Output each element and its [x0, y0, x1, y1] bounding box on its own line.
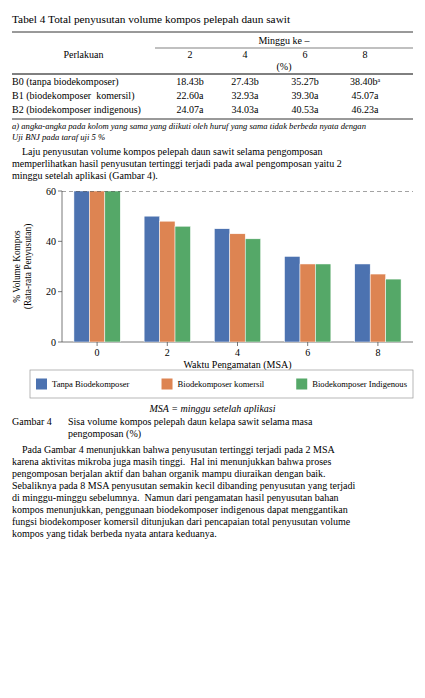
x-tick-label: 4 — [235, 347, 240, 358]
x-tick-label: 2 — [165, 347, 170, 358]
x-tick — [97, 342, 98, 346]
table-header: Perlakuan — [64, 49, 104, 60]
bar — [105, 191, 120, 342]
table-header: 4 — [243, 49, 248, 60]
table-cell: 32.93a — [232, 90, 260, 101]
table-rule — [155, 48, 413, 49]
table-cell: 38.40bᵃ — [350, 76, 381, 87]
table-header: 6 — [303, 49, 308, 60]
y-tick — [58, 291, 62, 292]
x-tick — [377, 342, 378, 346]
bar — [230, 234, 245, 342]
bar — [355, 264, 370, 342]
legend-label: Tanpa Biodekomposer — [52, 379, 130, 389]
table-cell: 22.60a — [177, 90, 205, 101]
figure-caption: Sisa volume kompos pelepah daun kelapa s… — [68, 416, 313, 427]
paragraph: fungsi biodekomposer komersil ditunjukan… — [12, 516, 351, 527]
table-header: Minggu ke – — [258, 35, 310, 46]
legend-swatch — [162, 379, 173, 390]
paragraph: pengomposan berjalan aktif dan bahan org… — [12, 468, 326, 479]
x-tick-label: 0 — [95, 347, 100, 358]
table-header: 2 — [188, 49, 193, 60]
table-row-label: B2 (biodekomposer indigenous) — [12, 104, 141, 116]
table-footnote: a) angka-angka pada kolom yang sama yang… — [12, 121, 366, 131]
bar — [214, 229, 229, 342]
legend-label: Biodekomposer komersil — [178, 379, 265, 389]
paragraph: Sebaliknya pada 8 MSA penyusutan semakin… — [12, 480, 355, 491]
y-tick — [58, 342, 62, 343]
page: Tabel 4 Total penyusutan volume kompos p… — [0, 0, 425, 698]
paragraph: Pada Gambar 4 menunjukkan bahwa penyusut… — [12, 444, 335, 455]
paragraph: minggu setelah aplikasi (Gambar 4). — [12, 170, 158, 182]
paragraph: memperlihatkan hasil penyusutan tertingg… — [12, 158, 342, 169]
table-cell: 27.43b — [231, 76, 259, 87]
y-tick-label: 60 — [46, 186, 56, 197]
bar — [386, 279, 401, 342]
bar — [315, 264, 330, 342]
axes: 0204060% Volume Kompos(Rata-rata Penyusu… — [12, 186, 413, 372]
table-cell: 40.53a — [292, 104, 320, 115]
table-rule — [12, 74, 413, 75]
bar — [300, 264, 315, 342]
table-row-label: B1 (biodekomposer komersil) — [12, 90, 134, 102]
legend-swatch — [296, 379, 307, 390]
bar — [144, 216, 159, 342]
bar — [245, 239, 260, 342]
paragraph: kompos yang tidak berbeda nyata antara k… — [12, 528, 217, 539]
x-tick-label: 8 — [375, 347, 380, 358]
table-header: 8 — [363, 49, 368, 60]
table-footnote: Uji BNJ pada taraf uji 5 % — [12, 132, 105, 142]
bar — [160, 221, 175, 342]
bar — [285, 256, 300, 342]
reference-line — [62, 191, 413, 192]
x-axis-label: Waktu Pengamatan (MSA) — [183, 359, 291, 371]
y-tick-label: 0 — [51, 337, 56, 348]
table-cell: 24.07a — [177, 104, 205, 115]
y-tick-label: 20 — [46, 286, 56, 297]
table-cell: 45.07a — [352, 90, 380, 101]
bar — [89, 191, 104, 342]
y-axis-label: % Volume Kompos — [12, 230, 22, 303]
bars — [62, 191, 413, 342]
table-header: (%) — [277, 61, 292, 73]
figure-caption: pengomposan (%) — [68, 428, 141, 440]
figure-caption-label: Gambar 4 — [12, 416, 52, 427]
table-cell: 35.27b — [291, 76, 319, 87]
y-axis-label: (Rata-rata Penyusutan) — [23, 224, 34, 309]
table-cell: 34.03a — [232, 104, 260, 115]
caption-msa: MSA = minggu setelah aplikasi — [149, 403, 276, 414]
bar — [74, 191, 89, 342]
paragraph: karena aktivitas mikroba juga masih ting… — [12, 456, 331, 467]
y-tick — [58, 191, 62, 192]
paragraph: di minggu-minggu sebelumnya. Namun dari … — [12, 492, 339, 503]
x-tick-label: 6 — [305, 347, 310, 358]
bar — [175, 226, 190, 342]
table-row-label: B0 (tanpa biodekomposer) — [12, 76, 119, 88]
table-cell: 39.30a — [292, 90, 320, 101]
table-cell: 46.23a — [352, 104, 380, 115]
x-tick — [237, 342, 238, 346]
x-tick — [307, 342, 308, 346]
y-axis-line — [62, 191, 63, 342]
table-rule — [12, 32, 413, 33]
legend-box — [30, 370, 413, 398]
paragraph: Laju penyusutan volume kompos pelepah da… — [12, 146, 323, 157]
x-tick — [167, 342, 168, 346]
legend-label: Biodekomposer Indigenous — [312, 379, 407, 389]
y-tick-label: 40 — [46, 236, 56, 247]
paragraph: kompos menunjukkan, penggunaan biodekomp… — [12, 504, 348, 515]
legend: Tanpa Biodekomposer Biodekomposer komersi… — [30, 370, 413, 398]
legend-swatch — [36, 379, 47, 390]
bar — [370, 274, 385, 342]
table-cell: 18.43b — [176, 76, 204, 87]
y-tick — [58, 241, 62, 242]
table-rule — [12, 119, 413, 120]
table-title: Tabel 4 Total penyusutan volume kompos p… — [12, 13, 291, 25]
